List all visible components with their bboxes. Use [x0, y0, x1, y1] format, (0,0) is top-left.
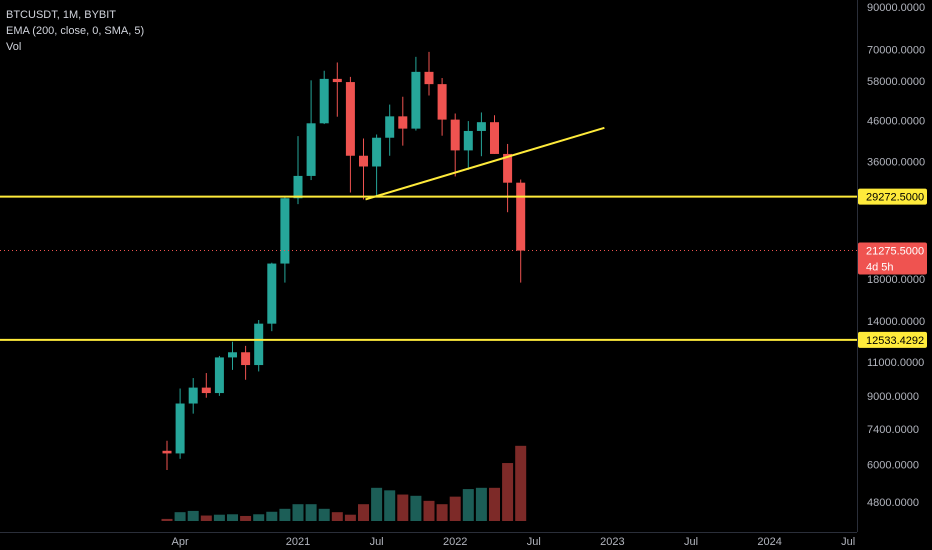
volume-bars	[161, 445, 527, 521]
time-tick-label: 2021	[286, 536, 310, 548]
trendline[interactable]	[365, 126, 605, 201]
candle-body	[345, 82, 355, 156]
candle-body	[214, 357, 224, 394]
volume-bar	[253, 514, 265, 521]
candle-body	[437, 84, 447, 120]
volume-bar	[384, 490, 396, 521]
time-tick-label: 2022	[443, 536, 467, 548]
candle-body	[359, 155, 368, 167]
price-tick-label: 4800.0000	[867, 497, 919, 509]
countdown-label: 4d 5h	[866, 262, 894, 274]
volume-bar	[331, 512, 343, 521]
price-tags: 29272.5000 21275.5000 4d 5h 12533.4292	[858, 188, 927, 348]
volume-bar	[318, 508, 330, 521]
candle-body	[267, 263, 277, 324]
candle-body	[332, 78, 342, 83]
support-price-tag-bg	[858, 331, 927, 348]
volume-bar	[292, 504, 304, 521]
candle-body	[424, 71, 434, 85]
candle-body	[280, 198, 290, 264]
volume-bar	[279, 508, 291, 521]
candle-body	[463, 130, 473, 151]
price-tick-label: 9000.0000	[867, 391, 919, 403]
volume-bar	[475, 487, 487, 521]
candle-body	[241, 352, 251, 366]
volume-bar	[410, 495, 422, 521]
candle-body	[201, 387, 211, 394]
time-tick-label: Apr	[172, 536, 189, 548]
drawn-lines[interactable]	[0, 126, 857, 341]
support-price-tag: 12533.4292	[866, 335, 924, 347]
volume-bar	[371, 487, 383, 521]
price-tick-label: 11000.0000	[867, 357, 924, 369]
price-tick-label: 7400.0000	[867, 424, 919, 436]
volume-bar	[502, 463, 514, 521]
candle-body	[476, 122, 486, 131]
volume-bar	[462, 489, 474, 521]
volume-bar	[187, 510, 199, 521]
candle-body	[306, 123, 316, 176]
volume-bar	[305, 504, 317, 521]
time-tick-label: Jul	[370, 536, 384, 548]
resistance-price-tag-bg	[858, 188, 927, 205]
price-tick-label: 90000.0000	[867, 2, 925, 14]
volume-bar	[266, 511, 278, 521]
volume-bar	[515, 445, 527, 521]
candle-body	[372, 137, 382, 167]
volume-indicator-label[interactable]: Vol	[6, 41, 22, 53]
price-tick-label: 14000.0000	[867, 316, 925, 328]
last-price-tag-bg	[858, 242, 927, 275]
chart-legend: BTCUSDT, 1M, BYBIT EMA (200, close, 0, S…	[6, 7, 144, 55]
volume-bar	[449, 496, 461, 521]
candle-body	[175, 403, 185, 454]
time-tick-label: 2023	[600, 536, 624, 548]
volume-bar	[161, 518, 173, 521]
volume-bar	[240, 515, 252, 521]
candle-body	[385, 116, 395, 138]
volume-bar	[358, 504, 369, 521]
volume-bar	[436, 504, 448, 521]
volume-bar	[397, 494, 409, 521]
price-axis[interactable]: 90000.0000 70000.0000 58000.0000 46000.0000…	[857, 0, 926, 532]
candle-body	[293, 175, 303, 199]
price-tick-label: 18000.0000	[867, 274, 925, 286]
volume-bar	[174, 512, 186, 521]
volume-bar	[423, 500, 435, 521]
price-tick-label: 58000.0000	[867, 76, 925, 88]
candle-body	[398, 116, 408, 129]
last-price-tag: 21275.5000	[866, 246, 924, 258]
volume-bar	[213, 514, 225, 521]
candle-body	[516, 182, 526, 251]
candle-body	[503, 153, 513, 183]
resistance-price-tag: 29272.5000	[866, 192, 924, 204]
time-axis[interactable]: Apr 2021 Jul 2022 Jul 2023 Jul 2024 Jul	[0, 532, 857, 549]
candle-body	[490, 122, 499, 154]
candle-body	[162, 450, 172, 454]
volume-bar	[227, 514, 238, 521]
volume-bar	[489, 487, 500, 521]
candle-body	[254, 323, 264, 366]
price-tick-label: 46000.0000	[867, 115, 925, 127]
time-tick-label: Jul	[684, 536, 698, 548]
candle-body	[411, 71, 421, 129]
time-tick-label: 2024	[757, 536, 781, 548]
candle-body	[188, 387, 198, 404]
candle-body	[450, 119, 460, 151]
candles	[162, 51, 526, 471]
volume-bar	[200, 515, 212, 521]
candle-body	[319, 78, 329, 124]
price-tick-label: 6000.0000	[867, 459, 919, 471]
candle-body	[228, 352, 237, 358]
time-tick-label: Jul	[527, 536, 541, 548]
volume-bar	[344, 514, 356, 521]
symbol-title[interactable]: BTCUSDT, 1M, BYBIT	[6, 9, 117, 21]
price-tick-label: 36000.0000	[867, 157, 925, 169]
price-tick-label: 70000.0000	[867, 44, 925, 56]
ema-indicator-label[interactable]: EMA (200, close, 0, SMA, 5)	[6, 25, 145, 37]
time-tick-label: Jul	[841, 536, 855, 548]
